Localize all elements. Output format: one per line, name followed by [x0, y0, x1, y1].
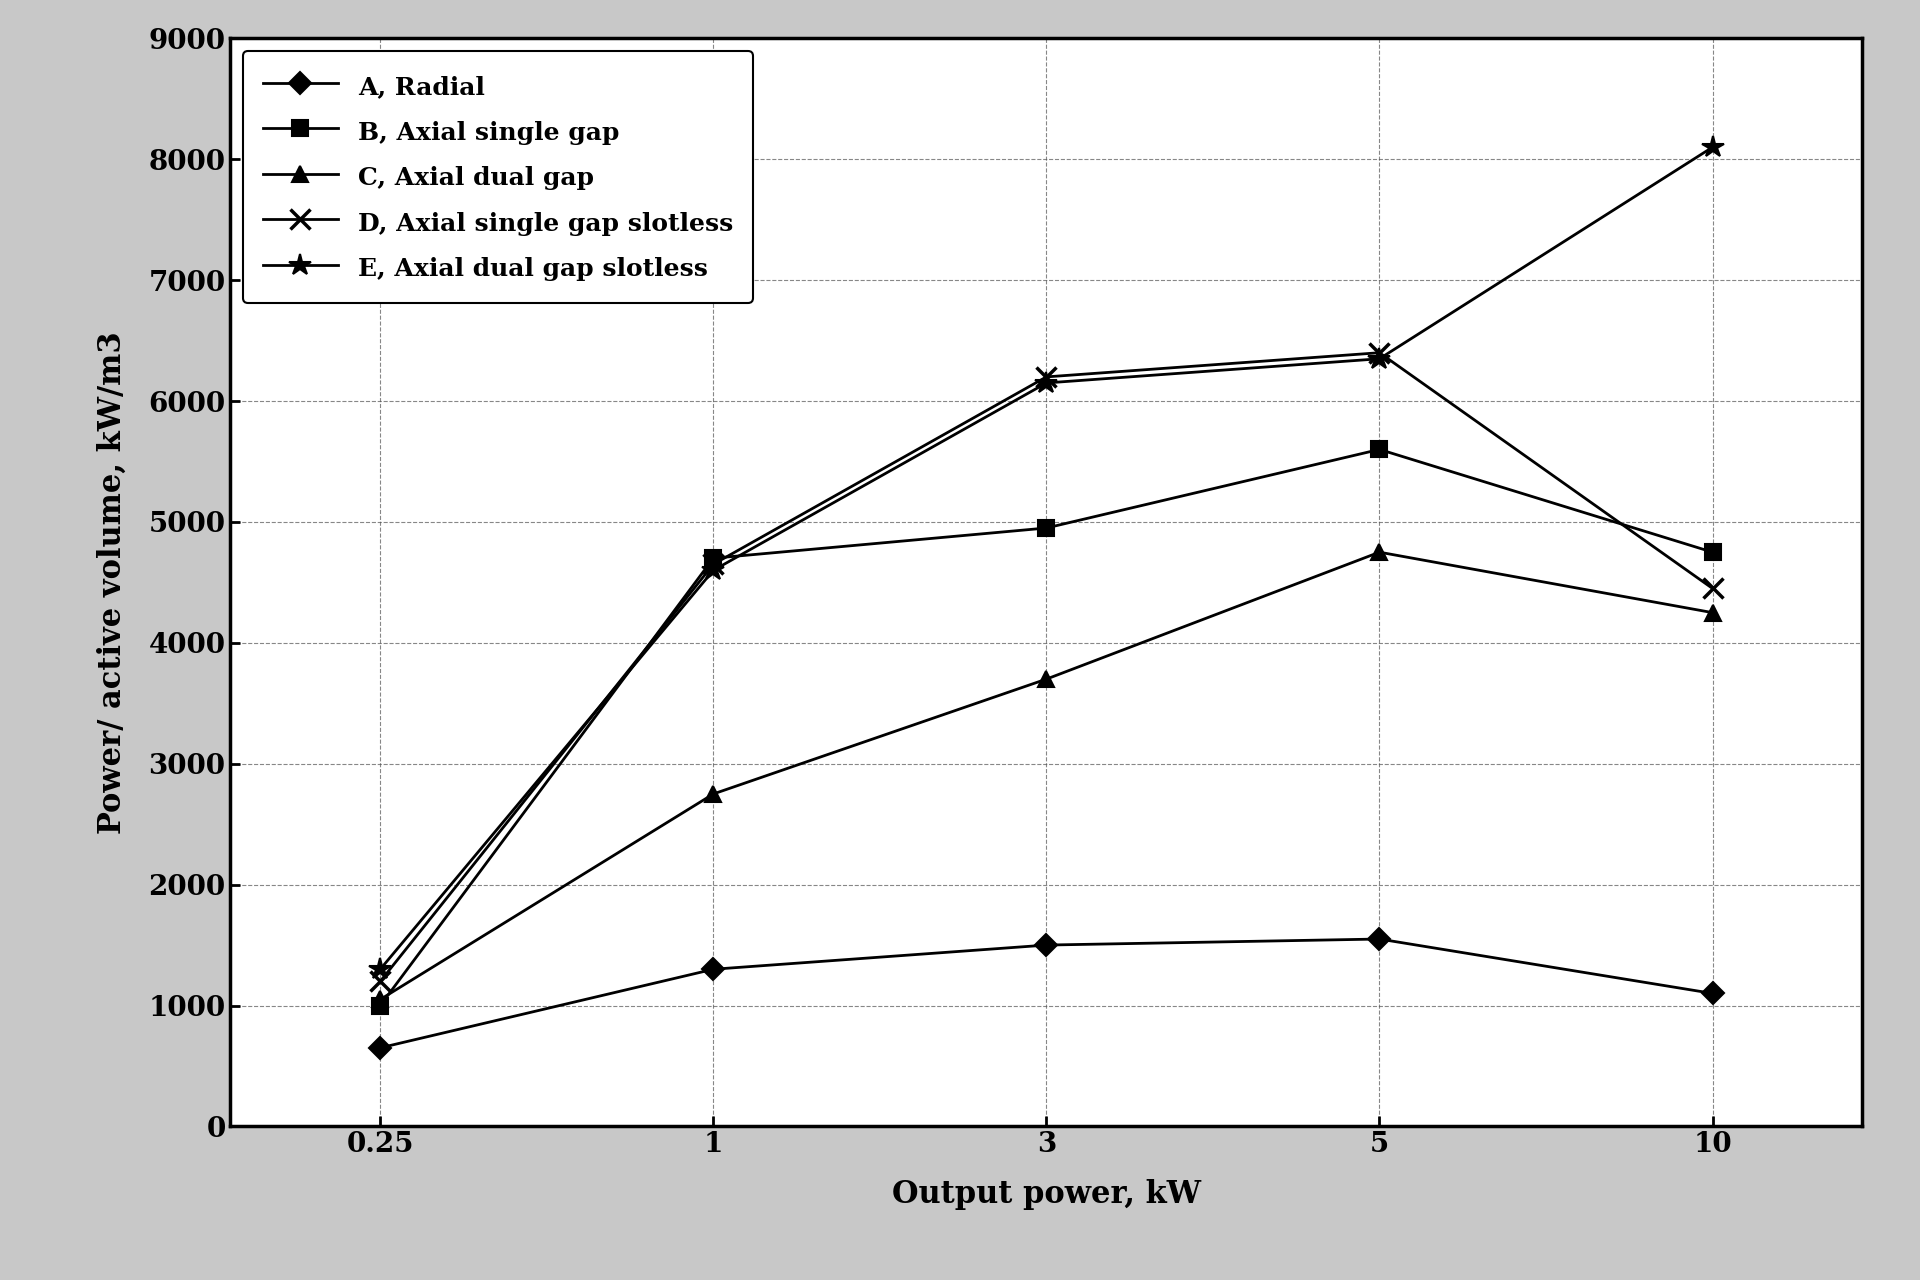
B, Axial single gap	[369, 998, 392, 1014]
E, Axial dual gap slotless	[1701, 140, 1724, 155]
E, Axial dual gap slotless	[1367, 351, 1390, 366]
Legend: A, Radial, B, Axial single gap, C, Axial dual gap, D, Axial single gap slotless,: A, Radial, B, Axial single gap, C, Axial…	[244, 51, 753, 303]
C, Axial dual gap	[1701, 605, 1724, 621]
C, Axial dual gap	[703, 786, 726, 801]
X-axis label: Output power, kW: Output power, kW	[893, 1179, 1200, 1210]
D, Axial single gap slotless	[1701, 581, 1724, 596]
Line: A, Radial: A, Radial	[372, 932, 1720, 1056]
D, Axial single gap slotless	[1035, 369, 1058, 384]
D, Axial single gap slotless	[1367, 346, 1390, 361]
A, Radial	[369, 1041, 392, 1056]
Line: D, Axial single gap slotless: D, Axial single gap slotless	[371, 343, 1722, 991]
A, Radial	[1035, 937, 1058, 952]
A, Radial	[1701, 986, 1724, 1001]
C, Axial dual gap	[1367, 544, 1390, 559]
E, Axial dual gap slotless	[1035, 375, 1058, 390]
Line: C, Axial dual gap: C, Axial dual gap	[372, 544, 1720, 1007]
Line: B, Axial single gap: B, Axial single gap	[372, 442, 1720, 1014]
B, Axial single gap	[1701, 544, 1724, 559]
B, Axial single gap	[703, 550, 726, 566]
A, Radial	[1367, 932, 1390, 947]
E, Axial dual gap slotless	[703, 563, 726, 579]
E, Axial dual gap slotless	[369, 961, 392, 977]
C, Axial dual gap	[1035, 672, 1058, 687]
C, Axial dual gap	[369, 992, 392, 1007]
B, Axial single gap	[1035, 520, 1058, 535]
A, Radial	[703, 961, 726, 977]
D, Axial single gap slotless	[703, 557, 726, 572]
D, Axial single gap slotless	[369, 974, 392, 989]
Line: E, Axial dual gap slotless: E, Axial dual gap slotless	[369, 136, 1724, 980]
Y-axis label: Power/ active volume, kW/m3: Power/ active volume, kW/m3	[96, 332, 127, 833]
B, Axial single gap	[1367, 442, 1390, 457]
